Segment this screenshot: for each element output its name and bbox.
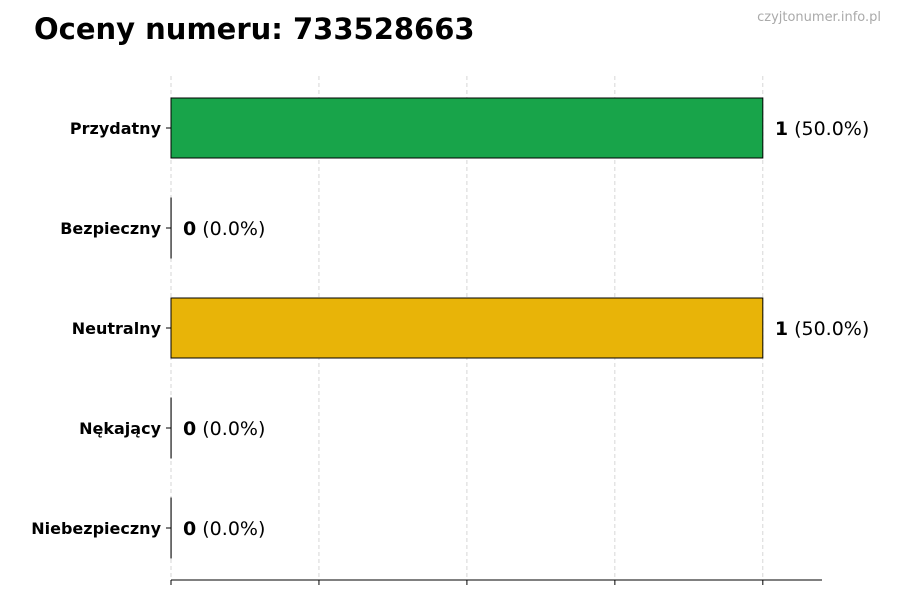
data-label-percent: (0.0%)	[196, 518, 265, 540]
y-tick-label: Bezpieczny	[60, 219, 161, 238]
y-tick-label: Niebezpieczny	[31, 519, 161, 538]
bar-neutralny	[170, 297, 764, 359]
watermark: czyjtonumer.info.pl	[757, 10, 881, 25]
y-tick-label: Nękający	[79, 419, 161, 438]
data-label-percent: (50.0%)	[788, 318, 869, 340]
chart-title: Oceny numeru: 733528663	[34, 12, 475, 46]
data-label-value: 1	[775, 118, 788, 140]
data-label-value: 0	[183, 518, 196, 540]
bar-przydatny	[170, 97, 764, 159]
data-label-percent: (0.0%)	[196, 218, 265, 240]
y-tick-label: Neutralny	[72, 319, 162, 338]
data-label: 0 (0.0%)	[183, 218, 265, 240]
data-label-value: 1	[775, 318, 788, 340]
y-tick-label: Przydatny	[70, 119, 162, 138]
data-label: 1 (50.0%)	[775, 118, 869, 140]
data-label: 0 (0.0%)	[183, 418, 265, 440]
data-label-value: 0	[183, 218, 196, 240]
data-label-value: 0	[183, 418, 196, 440]
data-label: 0 (0.0%)	[183, 518, 265, 540]
data-label-percent: (50.0%)	[788, 118, 869, 140]
data-label: 1 (50.0%)	[775, 318, 869, 340]
data-label-percent: (0.0%)	[196, 418, 265, 440]
